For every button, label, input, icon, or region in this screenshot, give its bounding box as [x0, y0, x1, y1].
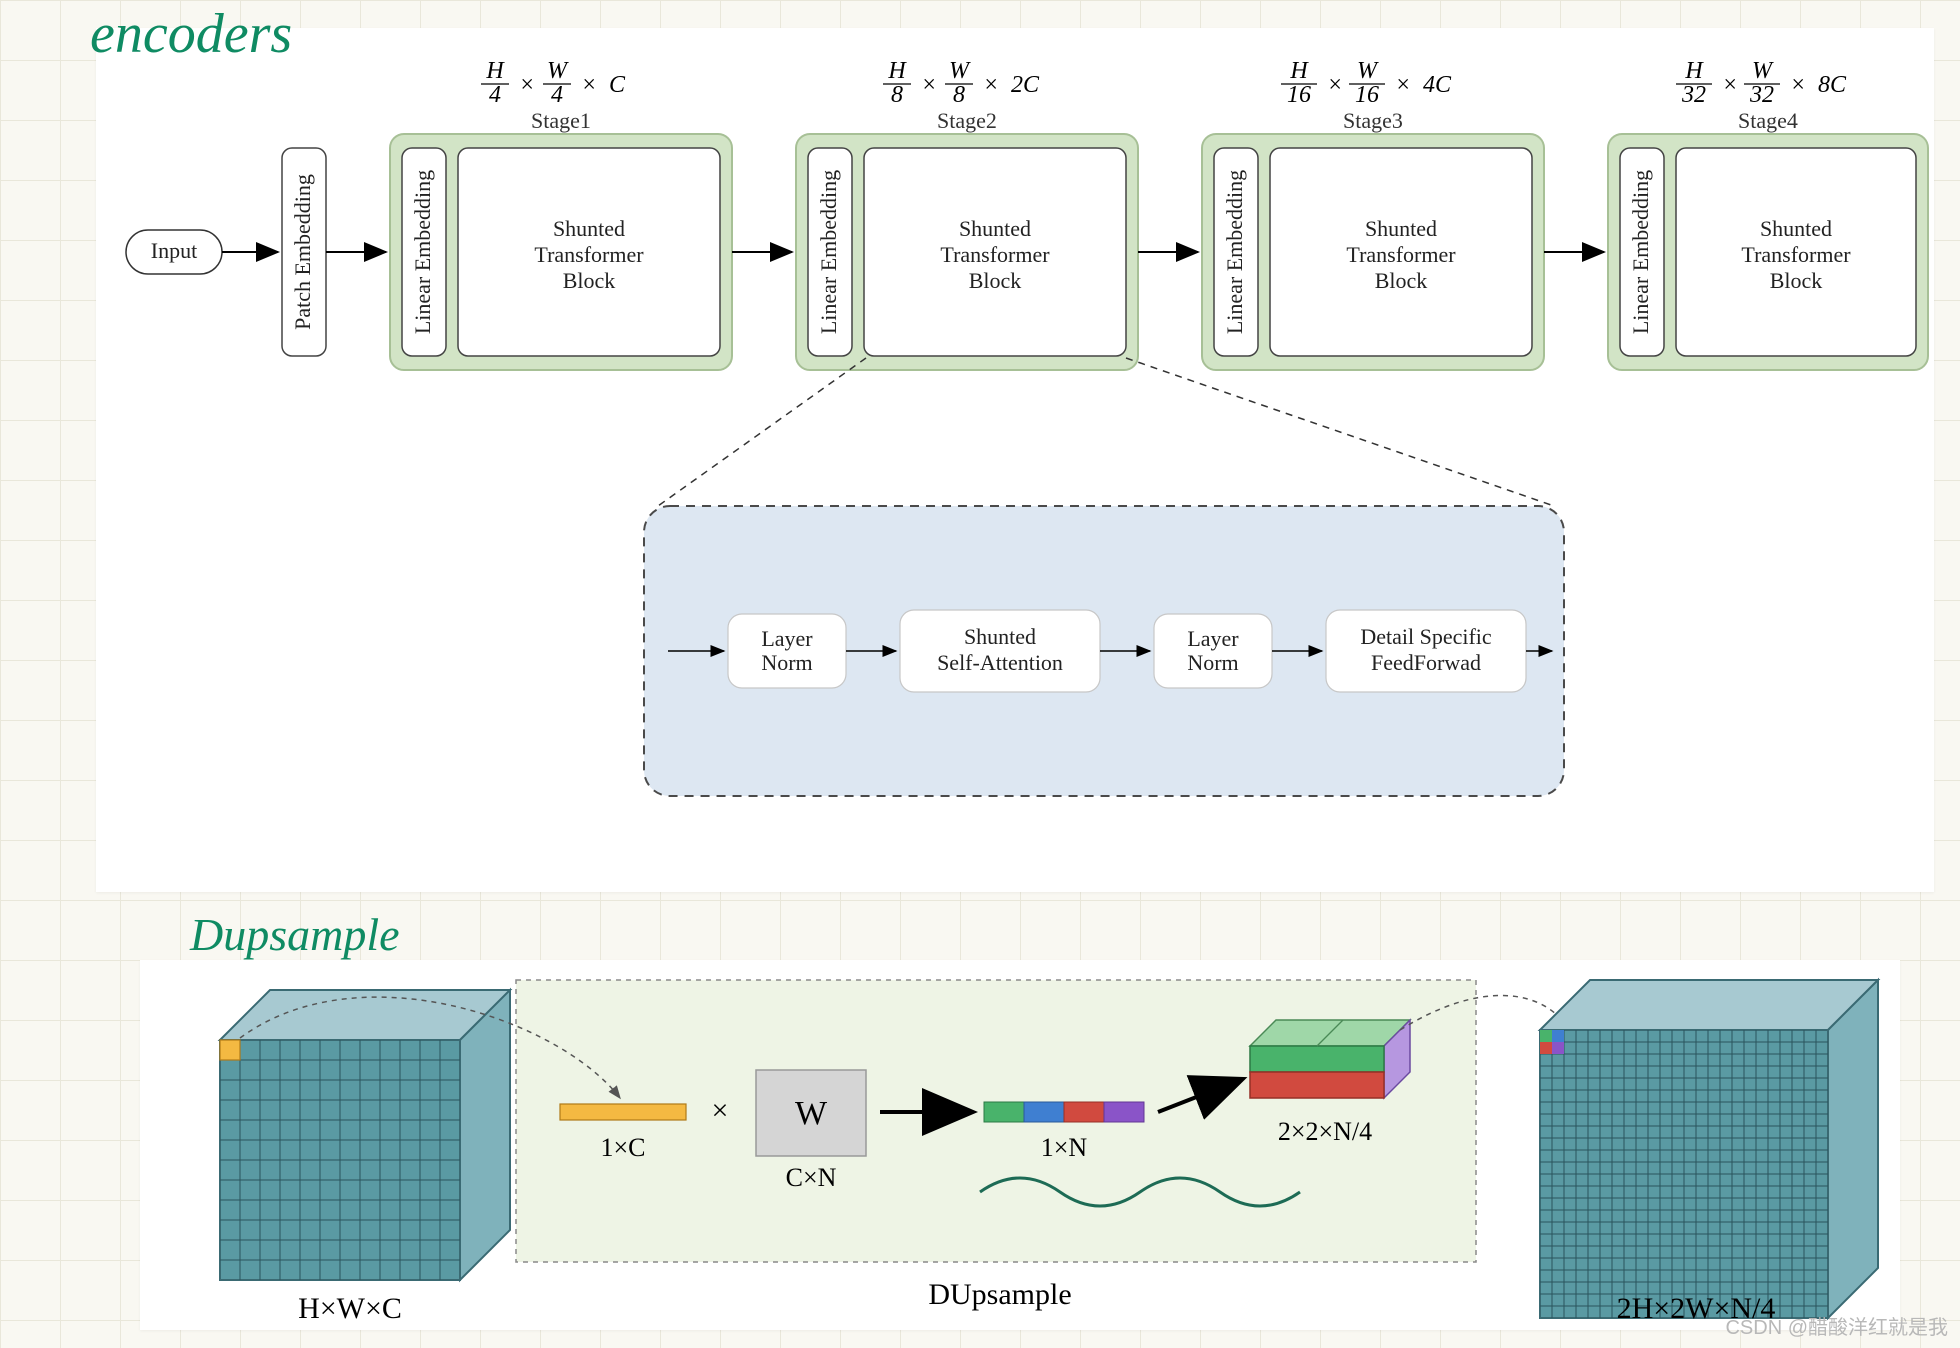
- svg-text:H: H: [485, 58, 505, 84]
- left-cube: [220, 990, 510, 1280]
- encoder-panel: Input Patch Embedding Stage1 H 4 × W 4 ×…: [96, 28, 1934, 892]
- patch-embedding-label: Patch Embedding: [290, 174, 315, 330]
- svg-text:8C: 8C: [1818, 72, 1847, 98]
- svg-text:Detail Specific: Detail Specific: [1360, 624, 1492, 649]
- stage-formula: H 4 × W 4 × C: [481, 58, 626, 108]
- svg-text:×: ×: [1722, 72, 1738, 98]
- input-label: Input: [151, 238, 197, 263]
- zoom-line: [1126, 358, 1554, 506]
- zoom-line: [658, 358, 866, 506]
- left-cube-label: H×W×C: [298, 1292, 402, 1325]
- right-cube: [1540, 980, 1878, 1318]
- svg-text:Linear Embedding: Linear Embedding: [1628, 170, 1653, 334]
- svg-text:2C: 2C: [1011, 72, 1040, 98]
- svg-text:FeedForwad: FeedForwad: [1371, 650, 1481, 675]
- encoder-diagram: Input Patch Embedding Stage1 H 4 × W 4 ×…: [96, 28, 1934, 892]
- svg-text:Transformer: Transformer: [940, 242, 1050, 267]
- svg-text:Linear Embedding: Linear Embedding: [816, 170, 841, 334]
- svg-text:Transformer: Transformer: [534, 242, 644, 267]
- svg-text:32: 32: [1749, 82, 1774, 108]
- svg-text:4: 4: [489, 82, 501, 108]
- svg-text:4: 4: [551, 82, 563, 108]
- svg-text:Norm: Norm: [761, 650, 812, 675]
- vec-1n-label: 1×N: [1041, 1133, 1088, 1162]
- svg-text:×: ×: [1395, 72, 1411, 98]
- svg-text:H: H: [887, 58, 907, 84]
- linear-embedding-label: Linear Embedding: [410, 170, 435, 334]
- svg-text:Block: Block: [563, 268, 616, 293]
- svg-text:H: H: [1289, 58, 1309, 84]
- svg-text:Layer: Layer: [761, 626, 813, 651]
- small-cube: [1250, 1020, 1410, 1098]
- stage-title: Stage1: [531, 108, 591, 133]
- svg-text:Shunted: Shunted: [964, 624, 1036, 649]
- dupsample-panel: H×W×C 1×C × W C×N 1×N 2×2×N/4: [140, 960, 1900, 1330]
- watermark: CSDN @醋酸洋红就是我: [1725, 1311, 1948, 1340]
- stage-formula: H 8 × W 8 × 2C: [883, 58, 1040, 108]
- svg-text:Shunted: Shunted: [1365, 216, 1437, 241]
- svg-text:32: 32: [1681, 82, 1706, 108]
- stage-title: Stage3: [1343, 108, 1403, 133]
- stage-formula: H 16 × W 16 × 4C: [1281, 58, 1452, 108]
- svg-text:×: ×: [1327, 72, 1343, 98]
- svg-text:H: H: [1684, 58, 1704, 84]
- svg-text:Block: Block: [1770, 268, 1823, 293]
- svg-text:×: ×: [921, 72, 937, 98]
- svg-text:Block: Block: [1375, 268, 1428, 293]
- svg-text:16: 16: [1355, 82, 1379, 108]
- svg-text:C: C: [609, 72, 626, 98]
- svg-text:Layer: Layer: [1187, 626, 1239, 651]
- svg-text:Linear Embedding: Linear Embedding: [1222, 170, 1247, 334]
- svg-text:Shunted: Shunted: [1760, 216, 1832, 241]
- block-label: Shunted: [553, 216, 625, 241]
- vec-1n: [984, 1102, 1144, 1122]
- svg-text:8: 8: [953, 82, 965, 108]
- stage-formula: H 32 × W 32 × 8C: [1676, 58, 1847, 108]
- vec-1c-label: 1×C: [600, 1133, 645, 1162]
- svg-text:Block: Block: [969, 268, 1022, 293]
- dupsample-caption: DUpsample: [928, 1278, 1071, 1311]
- svg-text:Norm: Norm: [1187, 650, 1238, 675]
- svg-text:8: 8: [891, 82, 903, 108]
- multiply-sign: ×: [712, 1094, 729, 1127]
- svg-text:16: 16: [1287, 82, 1311, 108]
- stage-1: Stage1 H 4 × W 4 × C Linear Embedding Sh…: [390, 58, 732, 370]
- small-cube-label: 2×2×N/4: [1278, 1117, 1372, 1146]
- dupsample-diagram: H×W×C 1×C × W C×N 1×N 2×2×N/4: [140, 960, 1900, 1330]
- stage-title: Stage4: [1738, 108, 1798, 133]
- svg-text:W: W: [1752, 58, 1774, 84]
- stage-4: Stage4 H 32 × W 32 × 8C Linear Embedding…: [1608, 58, 1928, 370]
- stage-2: Stage2 H 8 × W 8 × 2C Linear Embedding S…: [796, 58, 1138, 370]
- vec-1c: [560, 1104, 686, 1120]
- dupsample-title: Dupsample: [190, 908, 400, 961]
- svg-text:Shunted: Shunted: [959, 216, 1031, 241]
- stage-3: Stage3 H 16 × W 16 × 4C Linear Embedding…: [1202, 58, 1544, 370]
- svg-text:×: ×: [581, 72, 597, 98]
- svg-text:×: ×: [983, 72, 999, 98]
- cxn-label: C×N: [786, 1163, 837, 1192]
- svg-text:W: W: [1357, 58, 1379, 84]
- encoders-title: encoders: [90, 2, 292, 66]
- svg-text:Self-Attention: Self-Attention: [937, 650, 1063, 675]
- svg-text:W: W: [949, 58, 971, 84]
- w-label: W: [795, 1095, 828, 1132]
- svg-text:×: ×: [1790, 72, 1806, 98]
- svg-text:Transformer: Transformer: [1741, 242, 1851, 267]
- stage-title: Stage2: [937, 108, 997, 133]
- svg-text:Transformer: Transformer: [1346, 242, 1456, 267]
- svg-text:×: ×: [519, 72, 535, 98]
- svg-text:W: W: [547, 58, 569, 84]
- svg-text:4C: 4C: [1423, 72, 1452, 98]
